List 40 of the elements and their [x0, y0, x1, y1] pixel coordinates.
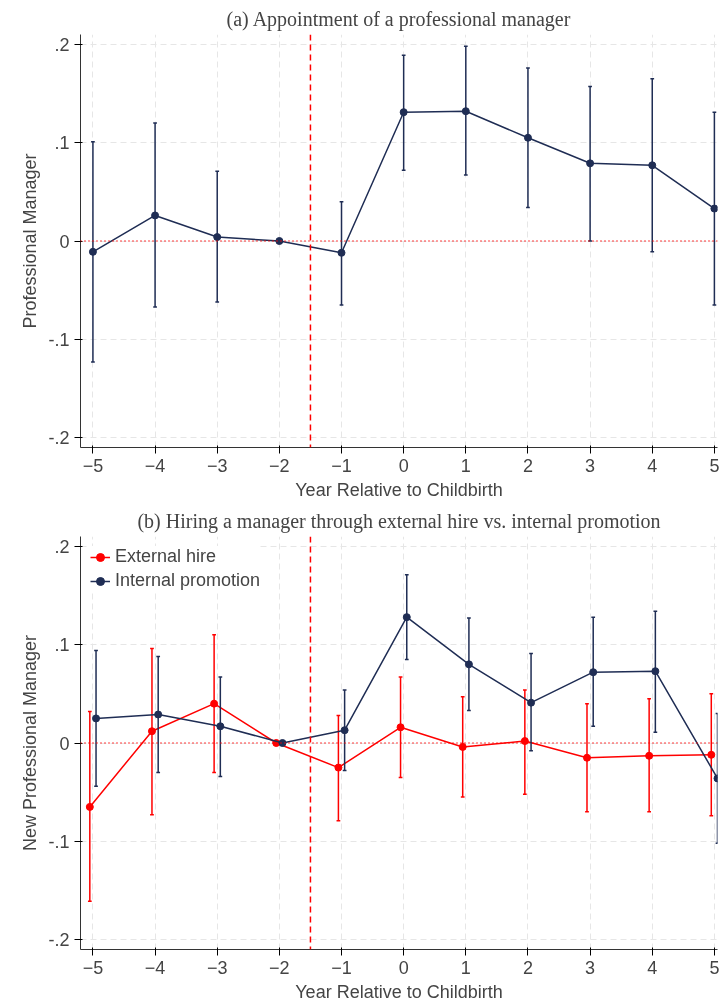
- x-tick-label: 3: [585, 455, 596, 476]
- x-tick-label: 0: [398, 957, 409, 978]
- chart-title: (b) Hiring a manager through external hire vs. internal promotion: [137, 509, 661, 533]
- x-axis-title: Year Relative to Childbirth: [295, 479, 503, 500]
- x-tick-label: −1: [331, 957, 352, 978]
- x-tick-label: 1: [460, 957, 471, 978]
- y-tick-label: 0: [59, 231, 70, 252]
- x-tick-label: −5: [82, 957, 104, 978]
- y-tick-label: .2: [54, 34, 70, 55]
- x-tick-label: −3: [206, 957, 228, 978]
- legend-label: External hire: [115, 546, 217, 567]
- x-tick-label: −5: [82, 455, 104, 476]
- x-tick-label: −4: [144, 455, 166, 476]
- x-tick-label: 0: [398, 455, 409, 476]
- x-tick-label: −2: [269, 957, 290, 978]
- x-tick-label: −1: [331, 455, 352, 476]
- x-tick-label: −2: [269, 455, 290, 476]
- y-axis-title: Professional Manager: [20, 153, 41, 329]
- x-tick-label: 4: [647, 455, 658, 476]
- y-tick-label: 0: [59, 733, 70, 754]
- chart-title: (a) Appointment of a professional manager: [226, 7, 571, 31]
- x-tick-label: 1: [460, 455, 471, 476]
- x-tick-label: 3: [585, 957, 596, 978]
- x-tick-label: 4: [647, 957, 658, 978]
- x-tick-label: 2: [522, 455, 533, 476]
- y-tick-label: -.1: [48, 329, 70, 350]
- y-tick-label: .2: [54, 536, 70, 557]
- y-tick-label: -.2: [48, 930, 70, 951]
- x-axis-title: Year Relative to Childbirth: [295, 981, 503, 1002]
- x-tick-label: −4: [144, 957, 166, 978]
- x-tick-label: 5: [709, 957, 719, 978]
- x-tick-label: −3: [206, 455, 228, 476]
- x-tick-label: 2: [522, 957, 533, 978]
- y-tick-label: .1: [54, 635, 70, 656]
- y-axis-title: New Professional Manager: [20, 634, 41, 852]
- y-tick-label: .1: [54, 133, 70, 154]
- legend-label: Internal promotion: [115, 570, 261, 591]
- y-tick-label: -.2: [48, 428, 70, 449]
- x-tick-label: 5: [709, 455, 719, 476]
- y-tick-label: -.1: [48, 831, 70, 852]
